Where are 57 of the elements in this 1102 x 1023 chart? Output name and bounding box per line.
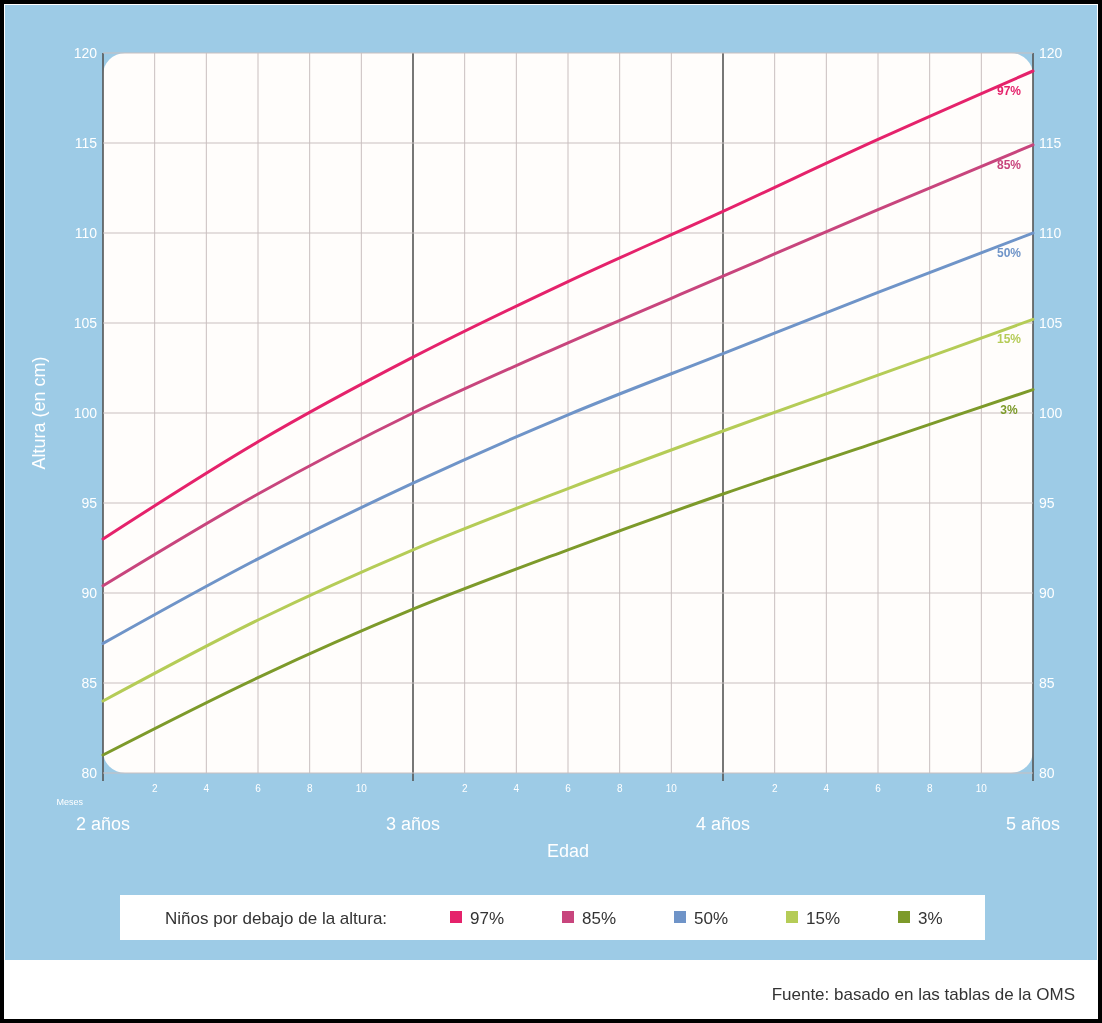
text: 8 [926, 783, 933, 794]
y-tick-label: 95 [81, 495, 98, 511]
y-tick-label: 110 [74, 225, 98, 241]
y-tick-label: 115 [74, 135, 98, 151]
y-tick-label: 105 [73, 315, 98, 331]
text: 2 [461, 783, 468, 794]
y-tick-label: 100 [73, 405, 98, 421]
line-series [101, 143, 1035, 588]
legend-title: Niños por debajo de la altura: [165, 909, 388, 928]
x-tick-label: 2 años [75, 814, 131, 834]
text: 6 [255, 783, 262, 794]
text: 10 [355, 783, 368, 794]
text: 10 [665, 783, 678, 794]
y2-tick-label: 80 [1039, 765, 1055, 781]
source-note: Fuente: basado en las tablas de la OMS [771, 985, 1075, 1004]
text: 8 [616, 783, 623, 794]
line-series [101, 388, 1035, 757]
y-tick-label: 80 [81, 765, 98, 781]
x-axis-title: Edad [546, 841, 590, 861]
text: 3% [1000, 402, 1018, 417]
text: 6 [875, 783, 882, 794]
y-axis-title: Altura (en cm) [29, 356, 49, 470]
text: 15% [996, 332, 1022, 347]
y2-tick-label: 90 [1039, 585, 1055, 601]
y2-tick-label: 110 [1039, 225, 1062, 241]
y2-tick-label: 100 [1039, 405, 1063, 421]
text: 8 [306, 783, 313, 794]
line-series [101, 231, 1035, 645]
y-tick-label: 120 [73, 45, 98, 61]
text: 6 [565, 783, 572, 794]
x-tick-label: 3 años [385, 814, 441, 834]
text: 85% [996, 157, 1022, 172]
x-tick-label: 4 años [695, 814, 751, 834]
y2-tick-label: 95 [1039, 495, 1055, 511]
y2-tick-label: 120 [1039, 45, 1063, 61]
text: 2 [151, 783, 158, 794]
text: 4 [823, 783, 830, 794]
legend-label: 97% [470, 909, 505, 928]
text: Meses [56, 797, 84, 807]
legend-label: 85% [582, 909, 617, 928]
text: 97% [996, 84, 1022, 98]
y2-tick-label: 105 [1039, 315, 1063, 331]
legend-label: 15% [806, 909, 841, 928]
y-tick-label: 85 [81, 675, 98, 691]
legend-label: 50% [694, 909, 729, 928]
line-series [101, 69, 1035, 541]
line-series [101, 317, 1035, 703]
text: 4 [513, 783, 520, 794]
legend-label: 3% [918, 909, 943, 928]
y-tick-label: 90 [81, 585, 98, 601]
text: 4 [203, 783, 210, 794]
text: 50% [996, 246, 1022, 260]
text: 2 [771, 783, 778, 794]
text: 10 [975, 783, 988, 794]
y2-tick-label: 85 [1039, 675, 1055, 691]
y2-tick-label: 115 [1039, 135, 1062, 151]
x-tick-label: 5 años [1005, 814, 1061, 834]
